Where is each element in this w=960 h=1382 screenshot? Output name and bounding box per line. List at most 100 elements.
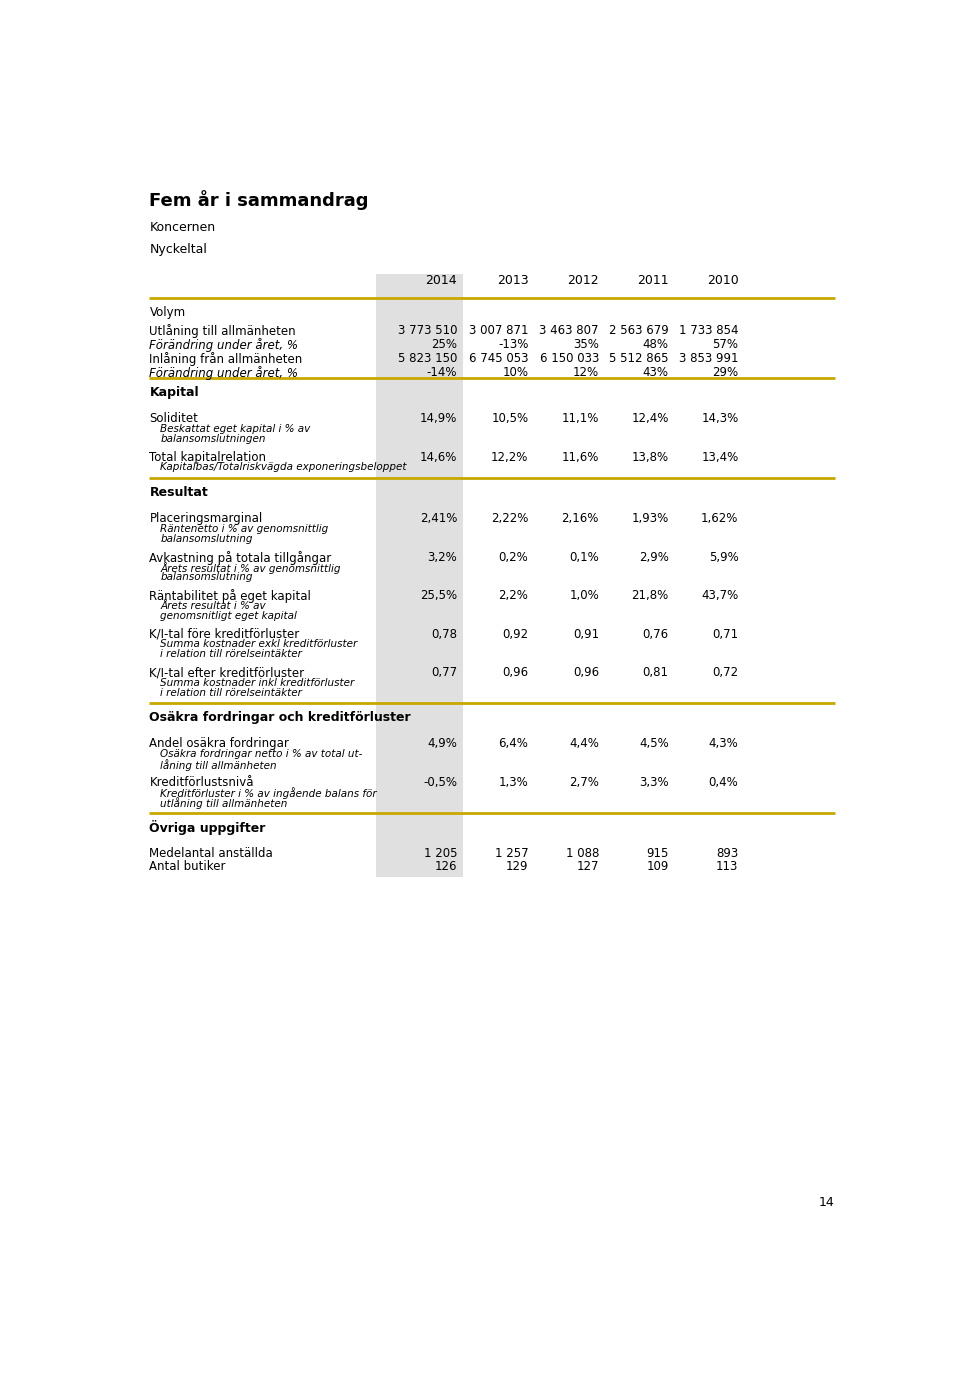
Text: 2,7%: 2,7% (569, 775, 599, 789)
Text: 2014: 2014 (425, 274, 457, 286)
Text: balansomslutningen: balansomslutningen (160, 434, 266, 444)
Text: 0,96: 0,96 (502, 666, 528, 680)
Text: 3 773 510: 3 773 510 (397, 325, 457, 337)
Text: Beskattat eget kapital i % av: Beskattat eget kapital i % av (160, 424, 310, 434)
Text: Kapitalbas/Totalriskvägda exponeringsbeloppet: Kapitalbas/Totalriskvägda exponeringsbel… (160, 463, 407, 473)
Text: Kreditförluster i % av ingående balans för: Kreditförluster i % av ingående balans f… (160, 788, 377, 799)
Text: 14: 14 (819, 1197, 834, 1209)
Text: Årets resultat i % av: Årets resultat i % av (160, 601, 266, 611)
Text: 2011: 2011 (637, 274, 669, 286)
Text: Summa kostnader inkl kreditförluster: Summa kostnader inkl kreditförluster (160, 679, 354, 688)
Text: 4,5%: 4,5% (639, 737, 669, 750)
Text: 1 088: 1 088 (565, 847, 599, 860)
Text: 129: 129 (506, 861, 528, 873)
Text: 14,9%: 14,9% (420, 412, 457, 426)
Text: Övriga uppgifter: Övriga uppgifter (150, 821, 266, 835)
Text: Resultat: Resultat (150, 486, 208, 499)
Text: 113: 113 (716, 861, 738, 873)
Text: 2,16%: 2,16% (562, 513, 599, 525)
Text: 12,4%: 12,4% (632, 412, 669, 426)
Text: 126: 126 (435, 861, 457, 873)
Text: 11,6%: 11,6% (562, 451, 599, 464)
Text: Osäkra fordringar netto i % av total ut-: Osäkra fordringar netto i % av total ut- (160, 749, 363, 759)
Text: Osäkra fordringar och kreditförluster: Osäkra fordringar och kreditförluster (150, 710, 411, 724)
Text: Andel osäkra fordringar: Andel osäkra fordringar (150, 737, 289, 750)
Text: 25,5%: 25,5% (420, 589, 457, 603)
Text: 13,8%: 13,8% (632, 451, 669, 464)
Text: -14%: -14% (426, 366, 457, 379)
Text: 5 512 865: 5 512 865 (610, 352, 669, 365)
Text: 109: 109 (646, 861, 669, 873)
Bar (375, 274, 463, 876)
Text: Räntenetto i % av genomsnittlig: Räntenetto i % av genomsnittlig (160, 524, 328, 533)
Text: utlåning till allmänheten: utlåning till allmänheten (160, 797, 288, 808)
Text: 6 150 033: 6 150 033 (540, 352, 599, 365)
Text: 2,22%: 2,22% (492, 513, 528, 525)
Text: 2 563 679: 2 563 679 (609, 325, 669, 337)
Text: 915: 915 (646, 847, 669, 860)
Text: Räntabilitet på eget kapital: Räntabilitet på eget kapital (150, 589, 311, 604)
Text: 0,2%: 0,2% (498, 551, 528, 564)
Text: 2,41%: 2,41% (420, 513, 457, 525)
Text: -0,5%: -0,5% (423, 775, 457, 789)
Text: Årets resultat i % av genomsnittlig: Årets resultat i % av genomsnittlig (160, 562, 341, 575)
Text: Soliditet: Soliditet (150, 412, 199, 426)
Text: Förändring under året, %: Förändring under året, % (150, 339, 299, 352)
Text: 1,0%: 1,0% (569, 589, 599, 603)
Text: Koncernen: Koncernen (150, 221, 216, 235)
Text: Antal butiker: Antal butiker (150, 861, 226, 873)
Text: 5 823 150: 5 823 150 (397, 352, 457, 365)
Text: 1 257: 1 257 (494, 847, 528, 860)
Text: 2010: 2010 (707, 274, 738, 286)
Text: 3 853 991: 3 853 991 (679, 352, 738, 365)
Text: 0,91: 0,91 (573, 627, 599, 641)
Text: 3 007 871: 3 007 871 (468, 325, 528, 337)
Text: balansomslutning: balansomslutning (160, 572, 252, 582)
Text: 893: 893 (716, 847, 738, 860)
Text: låning till allmänheten: låning till allmänheten (160, 759, 276, 771)
Text: 21,8%: 21,8% (632, 589, 669, 603)
Text: 1,3%: 1,3% (498, 775, 528, 789)
Text: Fem år i sammandrag: Fem år i sammandrag (150, 191, 369, 210)
Text: 0,77: 0,77 (431, 666, 457, 680)
Text: 127: 127 (576, 861, 599, 873)
Text: Kreditförlustsnivå: Kreditförlustsnivå (150, 775, 254, 789)
Text: 12,2%: 12,2% (492, 451, 528, 464)
Text: 2,9%: 2,9% (638, 551, 669, 564)
Text: i relation till rörelseintäkter: i relation till rörelseintäkter (160, 650, 302, 659)
Text: 0,96: 0,96 (573, 666, 599, 680)
Text: Total kapitalrelation: Total kapitalrelation (150, 451, 267, 464)
Text: 14,6%: 14,6% (420, 451, 457, 464)
Text: 4,4%: 4,4% (569, 737, 599, 750)
Text: 0,4%: 0,4% (708, 775, 738, 789)
Text: 14,3%: 14,3% (701, 412, 738, 426)
Text: 57%: 57% (712, 339, 738, 351)
Text: 25%: 25% (431, 339, 457, 351)
Text: 2013: 2013 (497, 274, 528, 286)
Text: 10,5%: 10,5% (492, 412, 528, 426)
Text: Nyckeltal: Nyckeltal (150, 243, 207, 256)
Text: balansomslutning: balansomslutning (160, 533, 252, 545)
Text: 0,92: 0,92 (502, 627, 528, 641)
Text: Medelantal anställda: Medelantal anställda (150, 847, 274, 860)
Text: 1 205: 1 205 (423, 847, 457, 860)
Text: Inlåning från allmänheten: Inlåning från allmänheten (150, 352, 302, 366)
Text: 0,1%: 0,1% (569, 551, 599, 564)
Text: 43,7%: 43,7% (701, 589, 738, 603)
Text: 3,2%: 3,2% (427, 551, 457, 564)
Text: Avkastning på totala tillgångar: Avkastning på totala tillgångar (150, 551, 332, 565)
Text: 1,62%: 1,62% (701, 513, 738, 525)
Text: 4,9%: 4,9% (427, 737, 457, 750)
Text: 11,1%: 11,1% (562, 412, 599, 426)
Text: Kapital: Kapital (150, 386, 199, 399)
Text: genomsnitligt eget kapital: genomsnitligt eget kapital (160, 611, 298, 621)
Text: 6,4%: 6,4% (498, 737, 528, 750)
Text: Summa kostnader exkl kreditförluster: Summa kostnader exkl kreditförluster (160, 640, 357, 650)
Text: Volym: Volym (150, 305, 185, 319)
Text: 0,78: 0,78 (431, 627, 457, 641)
Text: 3,3%: 3,3% (639, 775, 669, 789)
Text: 3 463 807: 3 463 807 (540, 325, 599, 337)
Text: 1,93%: 1,93% (632, 513, 669, 525)
Text: 35%: 35% (573, 339, 599, 351)
Text: i relation till rörelseintäkter: i relation till rörelseintäkter (160, 688, 302, 698)
